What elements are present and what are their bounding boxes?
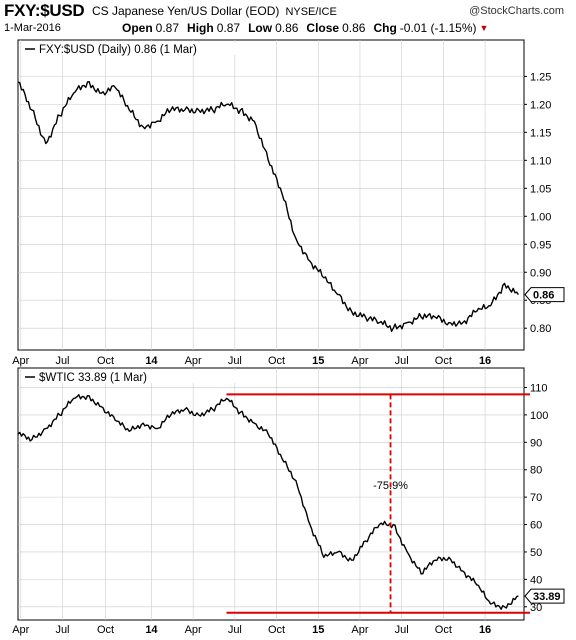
brand-label[interactable]: @StockCharts.com [469, 5, 564, 17]
quote-date: 1-Mar-2016 [4, 22, 61, 34]
wtic-legend-label: $WTIC 33.89 (1 Mar) [39, 372, 147, 384]
fxy-xtick-label: Jul [228, 355, 242, 367]
fxy-xtick-label: 16 [479, 355, 491, 367]
wtic-xtick-label: Jul [395, 624, 409, 636]
wtic-last-value-tag [524, 588, 565, 604]
fxy-plot-frame [17, 39, 525, 351]
symbol-title: FXY:$USD [4, 1, 85, 20]
wtic-series-line [17, 394, 519, 610]
wtic-ytick-label: 50 [530, 547, 542, 559]
wtic-xtick-label: 16 [479, 624, 491, 636]
fxy-xtick-label: 14 [145, 355, 158, 367]
wtic-last-value-label: 33.89 [533, 591, 561, 603]
high-label: High [187, 21, 214, 35]
fxy-xtick-label: Apr [351, 355, 368, 367]
wtic-ytick-label: 60 [530, 520, 542, 532]
fxy-xtick-label: Jul [395, 355, 409, 367]
high-value: 0.87 [216, 21, 241, 35]
close-label: Close [306, 21, 340, 35]
fxy-legend-bg [21, 42, 241, 55]
wtic-ytick-label: 110 [530, 382, 548, 394]
wtic-ytick-label: 90 [530, 437, 542, 449]
exchange-text: NYSE/ICE [285, 6, 337, 18]
chg-value: -0.01 (-1.15%) [399, 21, 477, 35]
wtic-ytick-label: 100 [530, 410, 548, 422]
fxy-last-value-tag [524, 287, 565, 303]
description-text: CS Japanese Yen/US Dollar (EOD) [92, 4, 280, 18]
fxy-xtick-label: Jul [55, 355, 69, 367]
fxy-xtick-label: Oct [268, 355, 285, 367]
fxy-ytick-label: 1.05 [530, 183, 551, 195]
chg-label: Chg [373, 21, 397, 35]
fxy-xtick-label: Oct [97, 355, 114, 367]
fxy-xtick-label: 15 [312, 355, 324, 367]
low-value: 0.86 [275, 21, 299, 35]
fxy-xtick-label: Oct [435, 355, 452, 367]
fxy-xtick-label: Apr [185, 355, 202, 367]
wtic-xtick-label: Oct [97, 624, 114, 636]
quote-stats: Open 0.87 High 0.87 Low 0.86 Close 0.86 Chg -0.01… [114, 21, 488, 35]
wtic-ytick-label: 70 [530, 492, 542, 504]
wtic-legend-bg [21, 370, 241, 383]
wtic-xtick-label: Apr [185, 624, 202, 636]
fxy-xtick-label: Apr [12, 355, 29, 367]
wtic-xtick-label: Jul [228, 624, 242, 636]
open-label: Open [122, 21, 153, 35]
fxy-ytick-label: 1.00 [530, 211, 551, 223]
wtic-drop-annotation: -75.9% [373, 480, 408, 492]
wtic-xtick-label: 15 [312, 624, 324, 636]
fxy-ytick-label: 1.20 [530, 99, 551, 111]
fxy-ytick-label: 0.90 [530, 267, 551, 279]
wtic-xtick-label: Apr [351, 624, 368, 636]
wtic-xtick-label: 14 [145, 624, 158, 636]
wtic-plot-frame [17, 367, 525, 621]
fxy-ytick-label: 1.10 [530, 155, 551, 167]
wtic-xtick-label: Jul [55, 624, 69, 636]
close-value: 0.86 [342, 21, 366, 35]
wtic-ytick-label: 80 [530, 465, 542, 477]
fxy-last-value-label: 0.86 [533, 290, 554, 302]
wtic-xtick-label: Apr [12, 624, 29, 636]
fxy-legend-label: FXY:$USD (Daily) 0.86 (1 Mar) [39, 44, 197, 56]
fxy-ytick-label: 1.25 [530, 71, 551, 83]
wtic-xtick-label: Oct [435, 624, 452, 636]
wtic-ytick-label: 30 [530, 602, 542, 614]
fxy-series-line [17, 81, 519, 332]
wtic-ytick-label: 40 [530, 574, 542, 586]
fxy-ytick-label: 0.80 [530, 323, 551, 335]
open-value: 0.87 [155, 21, 180, 35]
down-triangle-icon: ▼ [479, 23, 489, 33]
fxy-ytick-label: 1.15 [530, 127, 551, 139]
fxy-ytick-label: 0.95 [530, 239, 551, 251]
chart-header: FXY:$USD CS Japanese Yen/US Dollar (EOD)… [4, 0, 572, 40]
symbol-description: CS Japanese Yen/US Dollar (EOD) NYSE/ICE [92, 4, 337, 18]
low-label: Low [248, 21, 273, 35]
wtic-xtick-label: Oct [268, 624, 285, 636]
